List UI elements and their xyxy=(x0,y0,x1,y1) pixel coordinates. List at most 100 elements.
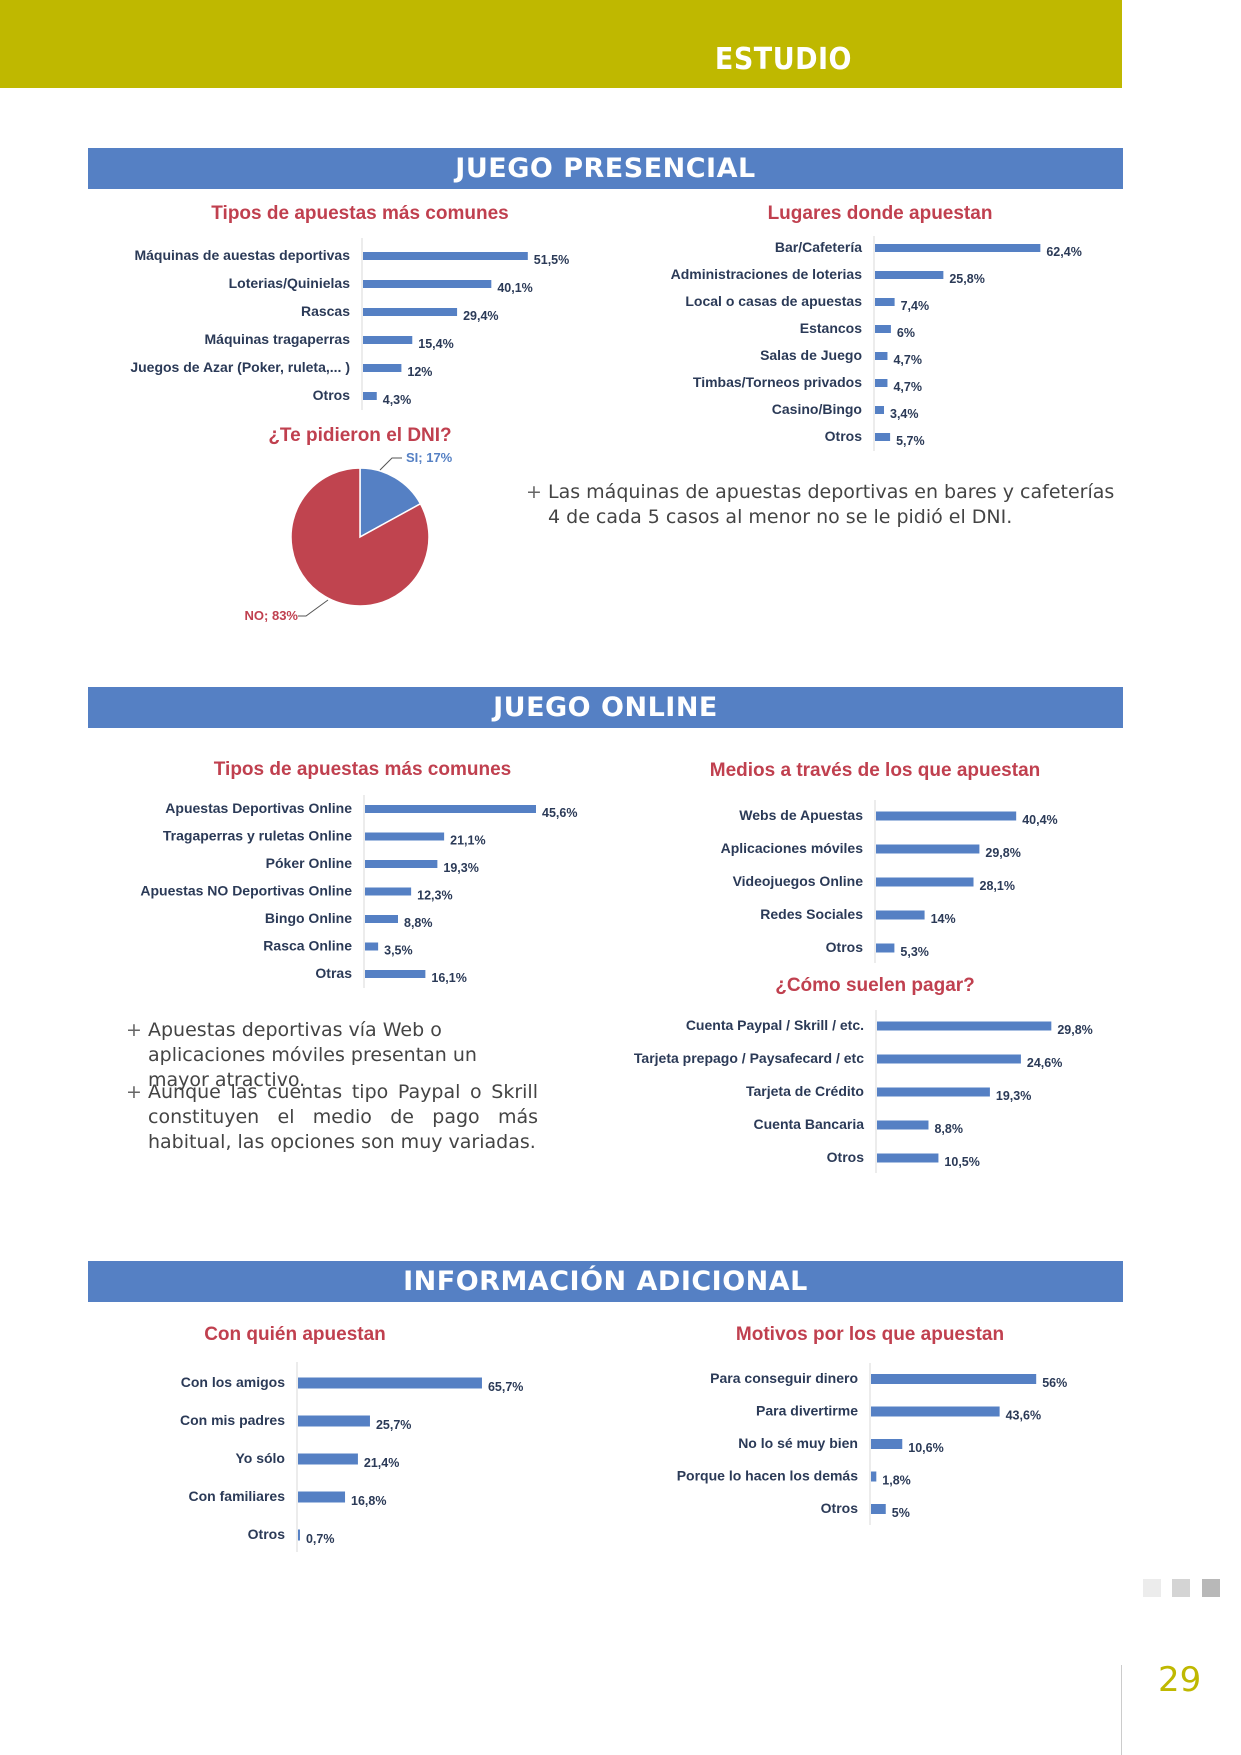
decor-square-3 xyxy=(1202,1579,1220,1597)
chart-con-quien: Con los amigos 65,7% Con mis padres 25,7% Yo… xyxy=(180,1362,523,1552)
bullet-online-2: + Aunque las cuentas tipo Paypal o Skril… xyxy=(126,1080,538,1155)
data-label: 6% xyxy=(897,326,915,340)
category-label: Tarjeta prepago / Paysafecard / etc xyxy=(634,1050,864,1066)
data-label: 12% xyxy=(407,365,432,379)
bullet-text: Apuestas deportivas vía Web o aplicacion… xyxy=(148,1019,477,1091)
bar xyxy=(871,1374,1037,1384)
category-label: Videojuegos Online xyxy=(733,873,864,889)
data-label: 4,7% xyxy=(893,380,922,394)
bar xyxy=(298,1491,346,1503)
category-label: Otras xyxy=(315,965,352,981)
data-label: 25,7% xyxy=(376,1418,411,1432)
data-label: 16,8% xyxy=(351,1494,386,1508)
data-label: 3,4% xyxy=(890,407,919,421)
bar xyxy=(875,271,944,279)
chart-presencial-lugares: Bar/Cafetería 62,4% Administraciones de lo… xyxy=(671,236,1082,451)
data-label: 10,6% xyxy=(908,1441,943,1455)
decor-square-1 xyxy=(1143,1579,1161,1597)
data-label: 21,1% xyxy=(450,834,485,848)
data-label: 8,8% xyxy=(934,1122,963,1136)
bar xyxy=(877,1153,939,1163)
bullet-presencial-1: + Las máquinas de apuestas deportivas en… xyxy=(526,480,1126,530)
bar xyxy=(298,1453,358,1465)
bar xyxy=(876,877,974,887)
bar xyxy=(298,1377,482,1389)
bar xyxy=(875,433,891,441)
bar xyxy=(298,1529,300,1541)
category-label: Máquinas tragaperras xyxy=(205,331,351,347)
data-label: 0,7% xyxy=(306,1532,335,1546)
category-label: Con mis padres xyxy=(180,1412,285,1428)
bar xyxy=(365,860,438,868)
category-label: Cuenta Bancaria xyxy=(754,1116,865,1132)
bar xyxy=(875,298,895,306)
data-label: 12,3% xyxy=(417,889,452,903)
category-label: Otros xyxy=(313,387,351,403)
category-label: Otros xyxy=(248,1526,286,1542)
data-label: 1,8% xyxy=(882,1474,911,1488)
category-label: Juegos de Azar (Poker, ruleta,... ) xyxy=(130,359,350,375)
bar xyxy=(876,844,980,854)
category-label: Otros xyxy=(821,1500,859,1516)
category-label: Administraciones de loterias xyxy=(671,266,863,282)
pie-label-si: SI; 17% xyxy=(406,450,453,465)
chart-online-tipos: Apuestas Deportivas Online 45,6% Tragaperr… xyxy=(140,795,577,988)
decor-square-2 xyxy=(1172,1579,1190,1597)
category-label: Otros xyxy=(827,1149,865,1165)
plus-icon: + xyxy=(126,1081,142,1103)
pie-slice-no xyxy=(290,467,430,607)
bar xyxy=(877,1087,990,1097)
category-label: Tragaperras y ruletas Online xyxy=(163,828,352,844)
category-label: Estancos xyxy=(800,320,862,336)
chart-title-online-pago: ¿Cómo suelen pagar? xyxy=(775,975,975,996)
data-label: 7,4% xyxy=(901,299,930,313)
bar xyxy=(875,325,891,333)
section-band-presencial: JUEGO PRESENCIAL xyxy=(88,148,1123,189)
category-label: Apuestas NO Deportivas Online xyxy=(140,883,352,899)
pie-label-no: NO; 83% xyxy=(245,608,299,623)
bar xyxy=(363,336,413,344)
bar xyxy=(871,1504,886,1514)
bar xyxy=(877,1021,1052,1031)
bar xyxy=(365,942,379,951)
chart-title-con-quien: Con quién apuestan xyxy=(204,1324,386,1345)
category-label: Para divertirme xyxy=(756,1403,858,1419)
bar xyxy=(871,1439,903,1449)
data-label: 62,4% xyxy=(1046,245,1081,259)
chart-motivos: Para conseguir dinero 56% Para divertirme 4… xyxy=(677,1363,1067,1525)
header-title: ESTUDIO xyxy=(714,42,852,77)
category-label: Tarjeta de Crédito xyxy=(746,1083,864,1099)
bullet-text: Las máquinas de apuestas deportivas en b… xyxy=(548,481,1115,528)
bar xyxy=(875,352,888,360)
data-label: 4,7% xyxy=(893,353,922,367)
category-label: Con familiares xyxy=(189,1488,286,1504)
data-label: 40,1% xyxy=(497,281,532,295)
bar xyxy=(298,1415,370,1427)
bar xyxy=(365,915,398,923)
bar xyxy=(363,280,492,288)
bar xyxy=(363,392,377,400)
category-label: Con los amigos xyxy=(181,1374,285,1390)
data-label: 15,4% xyxy=(418,337,453,351)
leader-line-no xyxy=(298,599,329,617)
category-label: Casino/Bingo xyxy=(772,401,862,417)
data-label: 40,4% xyxy=(1022,813,1057,827)
bar xyxy=(875,244,1041,252)
plus-icon: + xyxy=(126,1019,142,1041)
category-label: Local o casas de apuestas xyxy=(685,293,862,309)
category-label: Rasca Online xyxy=(263,938,352,954)
category-label: Otros xyxy=(825,428,863,444)
category-label: Otros xyxy=(826,939,864,955)
bar xyxy=(877,1054,1021,1064)
chart-title-presencial-lugares: Lugares donde apuestan xyxy=(767,203,993,224)
chart-dni: SI; 17% NO; 83% xyxy=(245,450,453,623)
data-label: 19,3% xyxy=(443,861,478,875)
category-label: Timbas/Torneos privados xyxy=(693,374,862,390)
bar xyxy=(876,910,925,920)
bar xyxy=(365,887,412,896)
category-label: Rascas xyxy=(301,303,350,319)
section-band-online: JUEGO ONLINE xyxy=(88,687,1123,728)
chart-title-online-medios: Medios a través de los que apuestan xyxy=(709,760,1041,781)
bar xyxy=(876,811,1017,821)
chart-online-medios: Webs de Apuestas 40,4% Aplicaciones móvile… xyxy=(721,800,1058,963)
